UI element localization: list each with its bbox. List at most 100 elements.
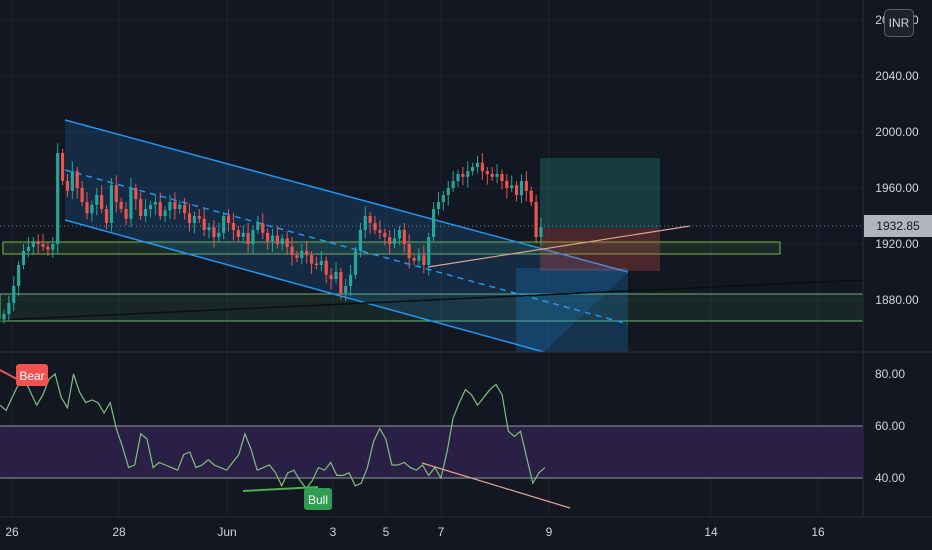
stop-zone[interactable]	[540, 228, 660, 271]
candle[interactable]	[60, 148, 65, 186]
candle[interactable]	[21, 244, 26, 270]
candle[interactable]	[109, 178, 113, 232]
candle[interactable]	[46, 242, 50, 256]
candle[interactable]	[70, 161, 74, 200]
candle[interactable]	[197, 209, 201, 223]
rsi-axis[interactable]: 80.00 60.00 40.00	[875, 367, 905, 485]
candle[interactable]	[402, 223, 406, 253]
candle[interactable]	[187, 203, 192, 232]
candle[interactable]	[339, 267, 343, 300]
candle[interactable]	[129, 178, 133, 228]
candle[interactable]	[143, 199, 148, 223]
candle[interactable]	[300, 244, 304, 265]
candle[interactable]	[319, 251, 323, 272]
candle[interactable]	[31, 237, 35, 256]
candle[interactable]	[134, 183, 138, 210]
candle[interactable]	[222, 211, 226, 240]
candle[interactable]	[285, 231, 289, 256]
channel-lower-line[interactable]	[64, 219, 545, 353]
candle[interactable]	[529, 186, 533, 207]
candle[interactable]	[75, 167, 79, 199]
candle[interactable]	[358, 223, 362, 258]
candle[interactable]	[427, 232, 431, 276]
candle[interactable]	[36, 234, 40, 255]
currency-badge[interactable]: INR	[884, 9, 914, 37]
candle[interactable]	[207, 223, 211, 239]
candle[interactable]	[500, 169, 504, 190]
candle[interactable]	[480, 153, 485, 180]
candle[interactable]	[446, 181, 450, 206]
target-zone[interactable]	[540, 158, 660, 228]
candle[interactable]	[314, 256, 319, 270]
candle[interactable]	[7, 295, 11, 321]
candle[interactable]	[436, 192, 441, 216]
candles[interactable]	[2, 143, 543, 324]
candle[interactable]	[329, 267, 333, 290]
candle[interactable]	[261, 213, 265, 240]
candle[interactable]	[417, 248, 421, 268]
candle[interactable]	[441, 190, 445, 211]
candle[interactable]	[85, 192, 89, 220]
time-axis[interactable]: 26 28 Jun 3 5 7 9 14 16	[5, 525, 825, 539]
candle[interactable]	[295, 251, 299, 263]
candle[interactable]	[514, 181, 519, 202]
candle[interactable]	[183, 197, 187, 220]
candle[interactable]	[168, 195, 172, 219]
channel-upper-line[interactable]	[64, 119, 629, 273]
candle[interactable]	[334, 262, 338, 284]
candle[interactable]	[495, 164, 499, 184]
candle[interactable]	[2, 309, 6, 324]
candle[interactable]	[124, 202, 128, 226]
candle[interactable]	[202, 209, 206, 237]
candle[interactable]	[17, 260, 21, 297]
candle[interactable]	[217, 223, 221, 242]
candle[interactable]	[373, 216, 377, 235]
candle[interactable]	[510, 175, 514, 193]
candle[interactable]	[451, 171, 455, 193]
candle[interactable]	[344, 279, 348, 302]
candle[interactable]	[485, 167, 489, 185]
candle[interactable]	[212, 220, 216, 248]
candle[interactable]	[56, 143, 60, 255]
candle[interactable]	[475, 155, 480, 174]
candle[interactable]	[368, 211, 372, 234]
candle[interactable]	[270, 228, 275, 252]
candle[interactable]	[397, 225, 402, 245]
candle[interactable]	[163, 206, 167, 223]
candle[interactable]	[305, 241, 309, 264]
candle[interactable]	[153, 195, 157, 216]
rsi-line[interactable]	[0, 372, 546, 490]
candle[interactable]	[12, 276, 16, 312]
descending-channel[interactable]	[65, 120, 628, 352]
candle[interactable]	[383, 228, 387, 246]
candle[interactable]	[231, 213, 236, 241]
candle[interactable]	[466, 161, 470, 188]
candle[interactable]	[226, 209, 231, 232]
candle[interactable]	[422, 245, 426, 274]
channel-median-line[interactable]	[64, 169, 629, 325]
candle[interactable]	[388, 230, 392, 255]
candle[interactable]	[456, 169, 460, 188]
candle[interactable]	[407, 234, 411, 269]
candle[interactable]	[80, 181, 84, 207]
rsi-trendline[interactable]	[421, 462, 571, 509]
candle[interactable]	[246, 223, 250, 253]
candle[interactable]	[266, 228, 270, 250]
candle[interactable]	[324, 256, 328, 284]
candle[interactable]	[139, 192, 143, 221]
candle[interactable]	[490, 167, 494, 181]
candle[interactable]	[461, 167, 465, 186]
candle[interactable]	[158, 192, 162, 221]
candle[interactable]	[41, 234, 45, 251]
candle[interactable]	[275, 225, 279, 249]
candle[interactable]	[432, 202, 436, 242]
candle[interactable]	[119, 197, 123, 214]
candle[interactable]	[290, 237, 294, 266]
rising-trendline[interactable]	[427, 225, 691, 268]
candle[interactable]	[363, 206, 367, 239]
candle[interactable]	[148, 200, 153, 218]
long-trendline[interactable]	[0, 279, 864, 321]
candle[interactable]	[539, 217, 543, 246]
candle[interactable]	[349, 265, 353, 297]
